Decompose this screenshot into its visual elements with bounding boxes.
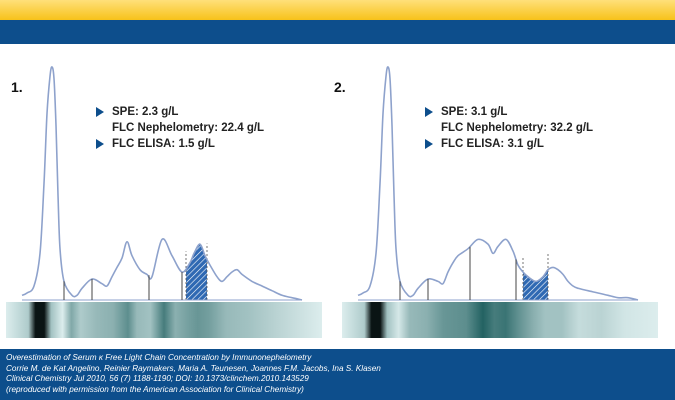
triangle-marker-icon — [96, 139, 104, 149]
header-yellow-band — [0, 0, 675, 20]
panel-2-legend-nephelometry: FLC Nephelometry: 32.2 g/L — [425, 120, 593, 136]
citation-title: Overestimation of Serum κ Free Light Cha… — [6, 353, 312, 362]
monoclonal-peak-area — [186, 244, 207, 300]
gel-band-strip — [6, 302, 322, 338]
panel-2-label: 2. — [334, 79, 346, 95]
triangle-marker-icon — [425, 107, 433, 117]
legend-text: FLC Nephelometry: 22.4 g/L — [112, 122, 265, 134]
citation-authors: Corrie M. de Kat Angelino, Reinier Rayma… — [6, 363, 381, 373]
panel-2-legend-spe: SPE: 3.1 g/L — [425, 104, 593, 120]
panel-1-legend-spe: SPE: 2.3 g/L — [96, 104, 264, 120]
panel-2-legend: SPE: 3.1 g/L FLC Nephelometry: 32.2 g/L … — [425, 104, 593, 152]
citation-journal: Clinical Chemistry Jul 2010, 56 (7) 1188… — [6, 374, 309, 384]
panel-1-densitogram — [6, 66, 322, 338]
panel-2-densitogram — [342, 66, 658, 338]
legend-text: SPE: 2.3 g/L — [112, 106, 179, 118]
densitogram-curve — [21, 66, 303, 301]
gel-band-strip — [342, 302, 658, 338]
header-blue-band — [0, 20, 675, 44]
triangle-marker-icon — [425, 139, 433, 149]
legend-text: FLC ELISA: 3.1 g/L — [441, 138, 544, 150]
panel-1-legend-elisa: FLC ELISA: 1.5 g/L — [96, 136, 264, 152]
citation-footer: Overestimation of Serum κ Free Light Cha… — [0, 349, 675, 400]
densitogram-curve — [357, 66, 639, 301]
panel-1-legend: SPE: 2.3 g/L FLC Nephelometry: 22.4 g/L … — [96, 104, 264, 152]
panel-2-legend-elisa: FLC ELISA: 3.1 g/L — [425, 136, 593, 152]
triangle-marker-icon — [96, 107, 104, 117]
legend-text: FLC ELISA: 1.5 g/L — [112, 138, 215, 150]
legend-text: FLC Nephelometry: 32.2 g/L — [441, 122, 594, 134]
legend-text: SPE: 3.1 g/L — [441, 106, 508, 118]
panel-1-legend-nephelometry: FLC Nephelometry: 22.4 g/L — [96, 120, 264, 136]
monoclonal-peak-area — [523, 269, 548, 300]
panel-1-label: 1. — [11, 79, 23, 95]
citation-permission: (reproduced with permission from the Ame… — [6, 384, 304, 394]
